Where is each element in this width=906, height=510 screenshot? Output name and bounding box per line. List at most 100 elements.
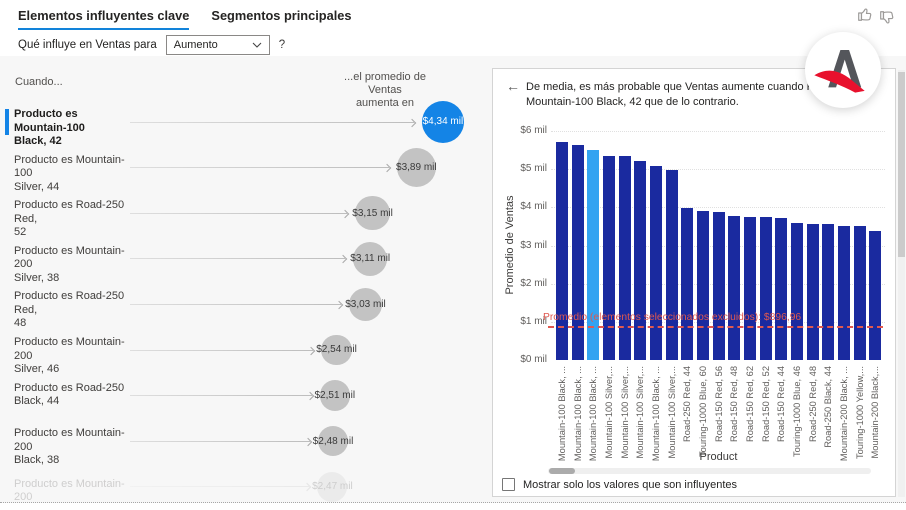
x-axis-tick-text: Mountain-100 Silver,... [635, 366, 646, 459]
x-axis-tick-text: Mountain-100 Silver,... [619, 366, 630, 459]
influencer-row[interactable]: Producto es Mountain-200 Silver, 38 $3,11 … [0, 236, 490, 284]
influence-value: $3,89 mil [396, 162, 437, 174]
x-axis-tick-label: Road-150 Red, 44 [776, 366, 786, 452]
connector-line [130, 303, 341, 305]
influencer-row[interactable]: Producto es Mountain-100 Silver, 44 $3,89 … [0, 145, 490, 193]
chart-bar[interactable] [728, 216, 741, 360]
x-axis-tick-text: Mountain-100 Silver,... [603, 366, 614, 459]
x-axis-tick-label: Road-250 Red, 48 [808, 366, 818, 452]
when-header: Cuando... [15, 76, 63, 88]
question-row: Qué influye en Ventas para Aumento ? [18, 35, 285, 55]
chart-bar[interactable] [634, 160, 647, 360]
vertical-scrollbar-thumb[interactable] [898, 72, 905, 257]
horizontal-scrollbar[interactable] [548, 468, 871, 474]
chart-bar[interactable] [743, 216, 756, 360]
thumbs-up-icon[interactable] [857, 6, 874, 23]
influencer-label: Producto es Road-250 Red, 48 [14, 290, 130, 331]
connector-line [130, 167, 389, 169]
influential-only-checkbox[interactable] [502, 478, 515, 491]
thumbs-down-icon[interactable] [879, 9, 896, 26]
influencer-row[interactable]: Producto es Road-250 Black, 44 $2,51 mil [0, 373, 490, 419]
then-header-line1: ...el promedio de Ventas [344, 71, 426, 96]
influence-value: $3,11 mil [350, 253, 391, 265]
x-axis-tick-text: Road-150 Red, 44 [776, 366, 787, 442]
influencer-row[interactable]: Producto es Mountain-200 Silver, 46 $2,54 … [0, 327, 490, 375]
influence-bubble[interactable]: $3,89 mil [396, 148, 437, 188]
chart-bar[interactable] [602, 155, 615, 360]
dropdown-value: Aumento [173, 39, 218, 51]
chart-bar[interactable] [853, 226, 866, 360]
y-axis-tick-label: $1 mil [520, 315, 547, 327]
detail-panel: ← De media, es más probable que Ventas a… [492, 68, 896, 497]
tab-key-influencers[interactable]: Elementos influyentes clave [18, 8, 190, 30]
gridline [551, 169, 885, 171]
influence-bubble[interactable]: $3,03 mil [345, 287, 386, 322]
arrow-head-icon [303, 437, 313, 446]
metric-dropdown[interactable]: Aumento [165, 35, 270, 55]
x-axis-tick-text: Road-250 Red, 48 [807, 366, 818, 442]
chart-bar[interactable] [681, 208, 694, 360]
influencer-label-line1: Producto es Mountain-200 [14, 427, 125, 453]
influencer-label-line2: Black, 38 [14, 454, 60, 467]
x-axis-tick-label: Mountain-100 Silver,... [620, 366, 630, 459]
chart-bar[interactable] [587, 149, 600, 360]
influence-bubble[interactable]: $3,15 mil [352, 196, 393, 231]
horizontal-scrollbar-thumb[interactable] [549, 468, 575, 474]
gridline [551, 207, 885, 209]
x-axis-tick-label: Mountain-100 Black, ... [588, 366, 598, 461]
x-axis-tick-text: Mountain-100 Silver,... [666, 366, 677, 459]
influencer-row[interactable]: Producto es Road-250 Red, 52 $3,15 mil [0, 190, 490, 238]
arrow-head-icon [307, 346, 316, 355]
influencer-row[interactable]: Producto es Road-250 Red, 48 $3,03 mil [0, 281, 490, 329]
chart-bar[interactable] [649, 166, 662, 360]
back-arrow-icon[interactable]: ← [506, 78, 520, 94]
x-axis-title: Product [699, 451, 738, 463]
influence-bubble[interactable]: $2,51 mil [314, 380, 355, 411]
chart-bar[interactable] [790, 222, 803, 360]
influence-bubble[interactable]: $3,11 mil [350, 241, 391, 276]
tab-top-segments[interactable]: Segmentos principales [211, 8, 352, 23]
x-axis-tick-label: Mountain-100 Black, ... [557, 366, 567, 461]
x-axis-tick-text: Road-150 Red, 48 [729, 366, 740, 442]
x-axis-tick-label: Mountain-200 Black,... [870, 366, 880, 459]
chart-bar[interactable] [759, 217, 772, 360]
influencer-label: Producto es Mountain-200 Silver, 46 [14, 336, 130, 377]
influencer-label-line1: Producto es Road-250 [14, 381, 125, 394]
arrow-head-icon [407, 118, 417, 127]
influencer-row[interactable]: Producto es Mountain-100 Black, 42 $4,34 m… [0, 99, 490, 147]
influencer-label: Producto es Mountain-200 [14, 478, 130, 505]
influencer-label-line1: Producto es Mountain-200 [14, 336, 125, 362]
influencer-row[interactable]: Producto es Mountain-200 $2,47 mil [0, 464, 490, 510]
influence-value: $2,47 mil [312, 481, 353, 493]
influence-bubble[interactable]: $2,48 mil [313, 426, 353, 457]
arrow-head-icon [334, 300, 343, 310]
checkbox-row: Mostrar solo los valores que son influye… [502, 478, 737, 491]
chart-bar[interactable] [822, 224, 835, 360]
detail-headline: De media, es más probable que Ventas aum… [526, 81, 866, 108]
influence-value: $2,48 mil [312, 435, 354, 447]
average-reference-label: Promedio (elementos seleccionados exclui… [543, 311, 802, 323]
average-reference-line [548, 325, 883, 328]
chart-bar[interactable] [555, 141, 568, 360]
vertical-scrollbar[interactable] [898, 70, 905, 497]
chart-bar[interactable] [775, 218, 788, 360]
watermark-logo [805, 32, 881, 108]
chart-bar[interactable] [806, 223, 819, 360]
influence-bubble[interactable]: $2,54 mil [316, 334, 357, 366]
chart-bar[interactable] [869, 230, 882, 360]
influencer-row[interactable]: Producto es Mountain-200 Black, 38 $2,48 m… [0, 418, 490, 466]
chart-bar[interactable] [665, 169, 678, 360]
influence-bubble[interactable]: $2,47 mil [312, 471, 353, 502]
chart-bar[interactable] [837, 225, 850, 360]
influence-bubble[interactable]: $4,34 mil [421, 100, 464, 143]
x-axis-tick-label: Mountain-100 Black, ... [651, 366, 661, 461]
help-icon[interactable]: ? [278, 39, 286, 51]
x-axis-tick-label: Mountain-100 Black, ... [573, 366, 583, 461]
chart-bar[interactable] [712, 211, 725, 360]
chart-bar[interactable] [571, 144, 584, 360]
visual-selection-border [0, 502, 906, 503]
chart-bar[interactable] [618, 156, 631, 360]
chart-bar[interactable] [696, 211, 709, 360]
influencer-label: Producto es Mountain-100 Silver, 44 [14, 154, 130, 195]
